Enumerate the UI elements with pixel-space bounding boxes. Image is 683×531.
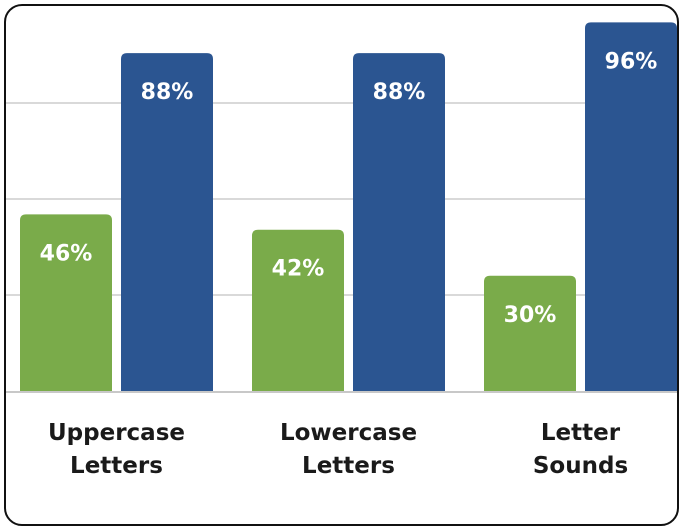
category-label-line: Lowercase	[280, 420, 417, 446]
category-label-line: Letters	[302, 453, 395, 479]
bar-chart: 46%42%30%88% 88%96% Uppercase LettersLower…	[6, 22, 677, 479]
bars: 46% 42% 30% 88% 88% 96%	[20, 22, 677, 392]
category-label-line: Uppercase	[48, 420, 185, 446]
bar-value-label: 88%	[141, 80, 194, 105]
bar	[252, 229, 344, 391]
bar-value-label: 46%	[40, 241, 93, 266]
category-label: Uppercase Letters	[48, 420, 185, 479]
bar	[353, 53, 445, 391]
chart-frame: 46% 42% 30% 88% 88% 96% Uppercase Letters Lower…	[4, 4, 679, 526]
category-label-line: Letters	[70, 453, 163, 479]
category-label: Lowercase Letters	[280, 420, 417, 479]
bar	[121, 53, 213, 391]
category-label-line: Sounds	[533, 453, 628, 479]
category-labels: Uppercase Letters Lowercase Letters Letter So…	[48, 420, 628, 479]
bar	[585, 22, 677, 392]
bar	[20, 214, 112, 391]
bar-value-label: 30%	[504, 303, 557, 328]
bar	[484, 275, 576, 391]
category-label-line: Letter	[541, 420, 621, 446]
bar-value-label: 42%	[272, 257, 325, 282]
bar-value-label: 88%	[373, 80, 426, 105]
category-label: Letter Sounds	[533, 420, 628, 479]
bar-value-label: 96%	[605, 49, 658, 74]
